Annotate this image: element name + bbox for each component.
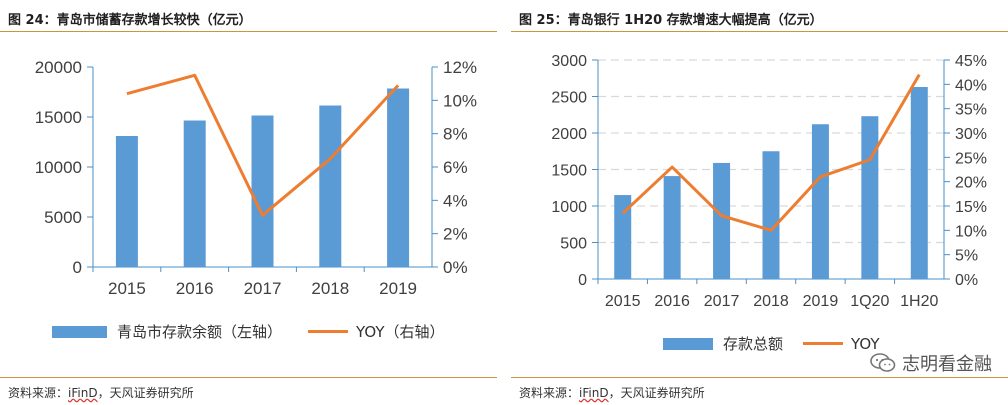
y-right-tick-label: 40% bbox=[955, 77, 987, 94]
legend-line-swatch bbox=[803, 342, 844, 345]
legend-line-swatch bbox=[308, 330, 349, 333]
x-tick-label: 2019 bbox=[379, 279, 417, 298]
title-divider bbox=[511, 31, 1008, 32]
source-suffix: ，天风证券研究所 bbox=[97, 386, 194, 400]
y-right-tick-label: 5% bbox=[955, 248, 978, 265]
y-right-tick-label: 0% bbox=[443, 258, 468, 277]
legend-bar-label: 青岛市存款余额（左轴） bbox=[117, 323, 283, 341]
bar bbox=[251, 115, 274, 267]
x-tick-label: 2018 bbox=[753, 293, 789, 310]
y-right-tick-label: 6% bbox=[443, 158, 468, 177]
deposit-growth-chart: 0 5000 10000 15000 20000 0% 2% 4% 6% 8% 10% 12% 2015… bbox=[35, 58, 477, 298]
watermark-text: 志明看金融 bbox=[902, 354, 992, 375]
bar bbox=[713, 162, 731, 279]
chart-legend: 青岛市存款余额（左轴） YOY（右轴） bbox=[52, 321, 445, 342]
y-left-tick-label: 1500 bbox=[551, 163, 587, 180]
source-ifind: iFinD bbox=[68, 386, 98, 400]
y-right-tick-label: 20% bbox=[955, 175, 987, 192]
bank-deposit-chart: 0 500 1000 1500 2000 2500 3000 0% 5% 10% 15% 20% 25%… bbox=[551, 53, 987, 310]
y-right-tick-label: 15% bbox=[955, 199, 987, 216]
y-left-tick-label: 0 bbox=[578, 272, 587, 289]
bar bbox=[811, 124, 829, 280]
source-prefix: 资料来源： bbox=[519, 386, 580, 400]
y-left-tick-label: 1000 bbox=[551, 199, 587, 216]
legend-bar-swatch bbox=[52, 325, 107, 338]
watermark: 志明看金融 bbox=[870, 350, 992, 376]
y-right-tick-label: 8% bbox=[443, 125, 468, 144]
title-divider bbox=[0, 31, 497, 32]
legend-line-label: YOY（右轴） bbox=[356, 323, 445, 341]
bar bbox=[115, 136, 138, 267]
figure-25-panel: 图 25：青岛银行 1H20 存款增速大幅提高（亿元） 0 500 1000 1500… bbox=[511, 0, 1008, 405]
legend-line-label: YOY bbox=[851, 334, 880, 353]
source-ifind: iFinD bbox=[579, 386, 609, 400]
wechat-icon bbox=[870, 353, 896, 372]
x-tick-label: 2017 bbox=[704, 293, 740, 310]
y-right-tick-label: 35% bbox=[955, 102, 987, 119]
y-left-tick-label: 500 bbox=[560, 236, 587, 253]
bar bbox=[183, 120, 206, 267]
source-note: 资料来源：iFinD，天风证券研究所 bbox=[8, 384, 194, 401]
y-right-tick-label: 12% bbox=[443, 58, 477, 77]
y-left-tick-label: 15000 bbox=[35, 108, 82, 127]
x-tick-label: 2016 bbox=[176, 279, 214, 298]
y-right-tick-label: 2% bbox=[443, 225, 468, 244]
y-left-tick-label: 0 bbox=[73, 258, 82, 277]
y-right-tick-label: 45% bbox=[955, 53, 987, 70]
legend-bar-swatch bbox=[663, 337, 713, 350]
figure-title: 图 24：青岛市储蓄存款增长较快（亿元） bbox=[8, 13, 252, 28]
figure-24-panel: 图 24：青岛市储蓄存款增长较快（亿元） 0 5000 10000 15000 2000… bbox=[0, 0, 497, 405]
y-right-tick-label: 10% bbox=[955, 223, 987, 240]
bar bbox=[762, 151, 780, 279]
x-tick-label: 2015 bbox=[605, 293, 641, 310]
y-right-tick-label: 10% bbox=[443, 91, 477, 110]
source-suffix: ，天风证券研究所 bbox=[608, 386, 705, 400]
bar bbox=[663, 176, 681, 279]
x-tick-label: 2015 bbox=[108, 279, 146, 298]
chart-legend: 存款总额 YOY bbox=[663, 333, 880, 354]
x-tick-label: 1H20 bbox=[900, 293, 938, 310]
y-right-tick-label: 25% bbox=[955, 150, 987, 167]
y-right-tick-label: 4% bbox=[443, 191, 468, 210]
y-left-tick-label: 2000 bbox=[551, 126, 587, 143]
bar bbox=[861, 116, 879, 280]
bar bbox=[387, 88, 410, 267]
source-note: 资料来源：iFinD，天风证券研究所 bbox=[519, 384, 705, 401]
y-right-tick-label: 0% bbox=[955, 272, 978, 289]
figure-title: 图 25：青岛银行 1H20 存款增速大幅提高（亿元） bbox=[519, 13, 823, 28]
y-left-tick-label: 10000 bbox=[35, 158, 82, 177]
x-tick-label: 1Q20 bbox=[850, 293, 889, 310]
source-prefix: 资料来源： bbox=[8, 386, 69, 400]
y-left-tick-label: 2500 bbox=[551, 90, 587, 107]
x-tick-label: 2018 bbox=[311, 279, 349, 298]
x-tick-label: 2019 bbox=[803, 293, 839, 310]
source-divider bbox=[511, 377, 1008, 378]
bar bbox=[319, 105, 342, 267]
y-left-tick-label: 3000 bbox=[551, 53, 587, 70]
x-tick-label: 2016 bbox=[654, 293, 690, 310]
source-divider bbox=[0, 377, 497, 378]
y-right-tick-label: 30% bbox=[955, 126, 987, 143]
legend-bar-label: 存款总额 bbox=[723, 335, 784, 353]
x-tick-label: 2017 bbox=[244, 279, 282, 298]
y-left-tick-label: 20000 bbox=[35, 58, 82, 77]
bar bbox=[910, 87, 928, 279]
bar bbox=[614, 195, 632, 279]
y-left-tick-label: 5000 bbox=[44, 208, 82, 227]
